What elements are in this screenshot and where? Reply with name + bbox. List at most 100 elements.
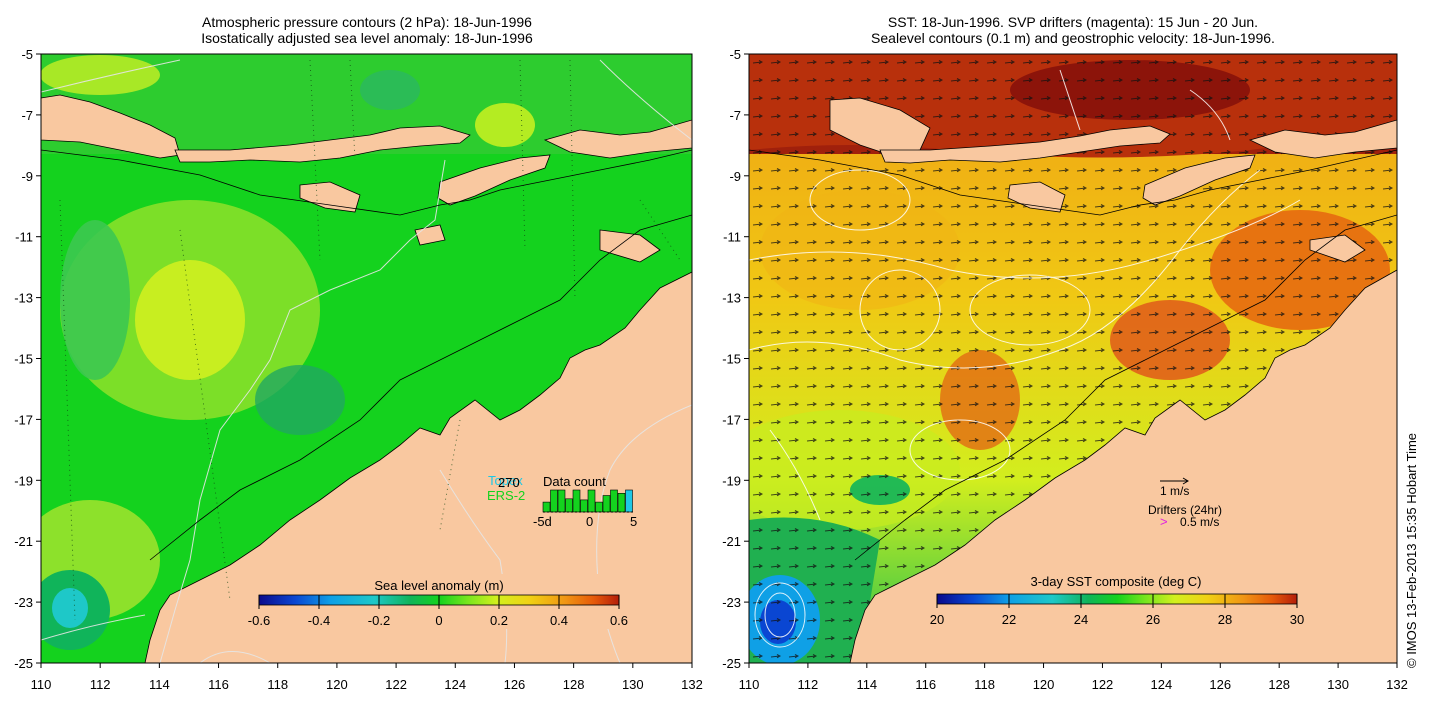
- left-axes: -5 -7 -9 -11 -13 -15 -17 -19 -21 -23 -25 110 112 114 1…: [14, 47, 703, 692]
- ers2-label: ERS-2: [487, 488, 525, 503]
- count-axis-start: -5d: [533, 514, 552, 529]
- count-axis-end: 5: [630, 514, 637, 529]
- sla-colorbar-tick-label: 0.4: [550, 613, 568, 628]
- data-count-title: Data count: [543, 474, 606, 489]
- left-lat-tick-label: -19: [14, 473, 33, 488]
- data-count-bar: [587, 489, 596, 513]
- velocity-scale-arrow: [1160, 477, 1189, 485]
- sla-colorbar-tick-label: -0.2: [368, 613, 390, 628]
- left-map: [41, 54, 692, 663]
- right-lon-tick-label: 126: [1209, 677, 1231, 692]
- left-lon-tick-label: 130: [622, 677, 644, 692]
- right-lat-tick-label: -7: [729, 108, 741, 123]
- topex-label: Topex: [488, 473, 523, 488]
- right-lat-tick-label: -13: [722, 291, 741, 306]
- sla-colorbar-tick-label: 0.2: [490, 613, 508, 628]
- sla-colorbar: Sea level anomaly (m) -0.6 -0.4 -0.2 0 0.2 0.…: [248, 574, 628, 629]
- left-land: [41, 94, 692, 663]
- right-lat-tick-label: -23: [722, 595, 741, 610]
- sla-colorbar-tick-label: 0: [435, 613, 442, 628]
- sla-colorbar-tick-label: -0.4: [308, 613, 330, 628]
- left-lon-tick-label: 116: [208, 677, 229, 692]
- right-lon-tick-label: 118: [974, 677, 995, 692]
- left-lon-tick-label: 132: [681, 677, 703, 692]
- left-lat-tick-label: -17: [14, 412, 33, 427]
- sla-colorbar-ticks: -0.6 -0.4 -0.2 0 0.2 0.4 0.6: [248, 595, 628, 628]
- sla-colorbar-tick-label: -0.6: [248, 613, 270, 628]
- right-map: [749, 54, 1397, 663]
- left-lat-tick-label: -13: [14, 291, 33, 306]
- right-lat-tick-label: -25: [722, 656, 741, 671]
- sst-colorbar: 3-day SST composite (deg C) 20 22 24 26 28 30: [930, 574, 1304, 629]
- sst-colorbar-ramp: [936, 593, 1298, 605]
- right-map-title: SST: 18-Jun-1996. SVP drifters (magenta)…: [749, 14, 1397, 46]
- left-lon-tick-label: 118: [267, 677, 288, 692]
- left-lat-tick-label: -15: [14, 352, 33, 367]
- right-lat-tick-label: -5: [729, 47, 741, 62]
- left-lon-tick-label: 126: [504, 677, 526, 692]
- data-count-bar: [550, 489, 558, 513]
- right-title-line1: SST: 18-Jun-1996. SVP drifters (magenta)…: [887, 14, 1259, 30]
- right-lon-tick-label: 110: [739, 677, 760, 692]
- data-count-bar: [542, 501, 551, 513]
- copyright-label: © IMOS 13-Feb-2013 15:35 Hobart Time: [1404, 432, 1419, 668]
- left-lon-tick-label: 110: [31, 677, 52, 692]
- left-title-line1: Atmospheric pressure contours (2 hPa): 1…: [202, 14, 532, 30]
- left-lon-tick-label: 114: [149, 677, 170, 692]
- sla-colorbar-tick-label: 0.6: [610, 613, 628, 628]
- right-land: [829, 97, 1397, 663]
- drifter-legend-title: Drifters (24hr): [1148, 503, 1222, 517]
- data-count-bar: [557, 489, 566, 513]
- left-lon-tick-label: 112: [90, 677, 111, 692]
- data-count-value: 270: [498, 475, 520, 490]
- data-count-bar: [602, 495, 611, 513]
- left-map-title: Atmospheric pressure contours (2 hPa): 1…: [41, 14, 693, 46]
- right-lat-tick-label: -9: [729, 169, 741, 184]
- pressure-contours: [41, 59, 692, 663]
- data-count-bar: [625, 489, 633, 513]
- australia-mainland-right: [849, 269, 1397, 663]
- velocity-scale-label: 1 m/s: [1160, 484, 1189, 498]
- sst-colorbar-tick-label: 22: [1002, 612, 1016, 627]
- left-lon-tick-label: 128: [563, 677, 585, 692]
- sst-colorbar-ticks: 20 22 24 26 28 30: [930, 594, 1304, 627]
- data-count-histogram: [542, 489, 633, 513]
- left-lat-tick-label: -11: [15, 230, 33, 245]
- australia-mainland-left: [144, 271, 692, 663]
- right-lon-tick-label: 124: [1151, 677, 1173, 692]
- left-lat-tick-label: -9: [21, 169, 33, 184]
- left-lon-tick-label: 122: [385, 677, 407, 692]
- data-count-bar: [617, 492, 626, 513]
- right-lat-tick-label: -15: [722, 352, 741, 367]
- sst-colorbar-tick-label: 30: [1290, 612, 1304, 627]
- data-count-bar: [580, 499, 588, 513]
- right-lon-tick-label: 114: [856, 677, 877, 692]
- right-lat-tick-label: -11: [723, 230, 741, 245]
- sst-colorbar-title: 3-day SST composite (deg C): [1031, 574, 1202, 589]
- right-title-line2: Sealevel contours (0.1 m) and geostrophi…: [871, 30, 1275, 46]
- left-title-line2: Isostatically adjusted sea level anomaly…: [201, 30, 533, 46]
- sla-low-eddy: [52, 588, 88, 628]
- data-count-bar: [565, 498, 573, 513]
- left-lat-tick-label: -25: [14, 656, 33, 671]
- drifter-symbol: >: [1160, 514, 1168, 529]
- count-axis-mid: 0: [586, 514, 593, 529]
- left-lat-tick-label: -21: [14, 534, 33, 549]
- sst-colorbar-tick-label: 20: [930, 612, 944, 627]
- right-axes: -5 -7 -9 -11 -13 -15 -17 -19 -21 -23 -25 110 112 114 1…: [722, 47, 1408, 692]
- sea-level-contours: [749, 69, 1301, 648]
- right-lon-tick-label: 120: [1033, 677, 1055, 692]
- left-lon-tick-label: 124: [444, 677, 466, 692]
- right-lat-tick-label: -17: [722, 412, 741, 427]
- left-lat-tick-label: -23: [14, 595, 33, 610]
- right-lat-tick-label: -19: [722, 473, 741, 488]
- sst-colorbar-tick-label: 24: [1074, 612, 1088, 627]
- left-lat-tick-label: -7: [21, 108, 33, 123]
- right-lon-tick-label: 122: [1092, 677, 1114, 692]
- drifter-speed-label: 0.5 m/s: [1180, 515, 1219, 529]
- right-lon-tick-label: 112: [798, 677, 819, 692]
- right-lon-tick-label: 116: [915, 677, 936, 692]
- right-lon-tick-label: 130: [1327, 677, 1349, 692]
- right-lat-tick-label: -21: [722, 534, 741, 549]
